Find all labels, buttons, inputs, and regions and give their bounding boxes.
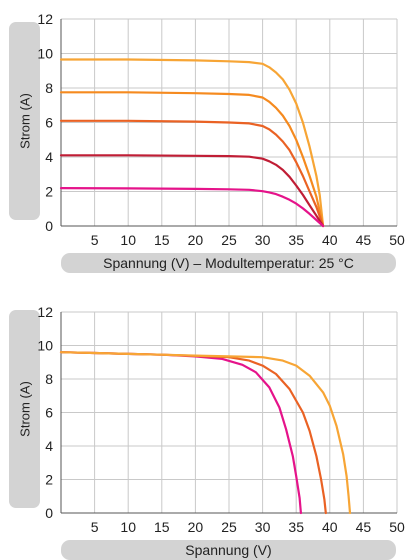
series-line-3: [59, 351, 352, 515]
series-line-1: [59, 58, 325, 228]
y-axis-label-box: Strom (A): [9, 310, 40, 508]
x-tick-label: 30: [255, 232, 271, 248]
x-tick-label: 10: [120, 232, 136, 248]
x-tick-label: 25: [221, 232, 237, 248]
x-tick-label: 15: [154, 232, 170, 248]
y-tick-label: 0: [45, 505, 53, 521]
y-tick-label: 6: [45, 405, 53, 421]
x-tick-label: 40: [322, 232, 338, 248]
y-tick-label: 2: [45, 184, 53, 200]
y-tick-label: 10: [37, 338, 53, 354]
y-tick-label: 6: [45, 115, 53, 131]
series-line-5: [59, 187, 325, 228]
plot-area: 5 10 15 20 25 30 35 40 45 50 0 2 4 6 8 10 12: [37, 11, 405, 248]
x-tick-label: 15: [154, 519, 170, 535]
x-tick-label: 50: [389, 232, 405, 248]
x-axis-label: Spannung (V) – Modultemperatur: 25 °C: [61, 253, 396, 273]
x-tick-label: 30: [255, 519, 271, 535]
y-tick-label: 4: [45, 438, 53, 454]
x-tick-label: 40: [322, 519, 338, 535]
series-line-2: [59, 91, 325, 228]
x-tick-label: 10: [120, 519, 136, 535]
x-tick-label: 5: [91, 232, 99, 248]
x-tick-label: 25: [221, 519, 237, 535]
y-tick-label: 0: [45, 218, 53, 234]
series-line-1: [59, 351, 302, 515]
plot-area: 5 10 15 20 25 30 35 40 45 50 0 2 4 6 8 10 12: [37, 304, 405, 535]
y-tick-label: 2: [45, 472, 53, 488]
x-tick-label: 5: [91, 519, 99, 535]
x-tick-label: 35: [288, 519, 304, 535]
x-axis-label: Spannung (V): [61, 540, 396, 560]
y-tick-label: 12: [37, 11, 53, 27]
series-line-4: [59, 154, 325, 228]
y-tick-label: 8: [45, 371, 53, 387]
x-tick-label: 45: [356, 232, 372, 248]
y-axis-label-box: Strom (A): [9, 22, 40, 220]
y-tick-label: 12: [37, 304, 53, 320]
y-tick-label: 10: [37, 46, 53, 62]
y-tick-label: 8: [45, 80, 53, 96]
chart-voltage: Strom (A) 5 10 15 20 25 30 35 40 45 50 0 2 4 6 8 10 12 S…: [0, 300, 406, 560]
series-line-3: [59, 119, 325, 228]
x-tick-label: 35: [288, 232, 304, 248]
x-tick-label: 20: [188, 232, 204, 248]
x-tick-label: 45: [356, 519, 372, 535]
x-tick-label: 20: [188, 519, 204, 535]
chart-temperature: Strom (A) 5 10 15 20 25 30 35 40 45 50 0 2 4 6 8 10 12 S…: [0, 0, 406, 278]
y-tick-label: 4: [45, 149, 53, 165]
x-tick-label: 50: [389, 519, 405, 535]
